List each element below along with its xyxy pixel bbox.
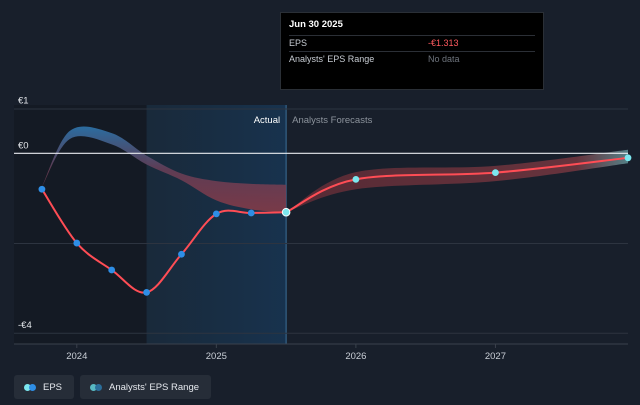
eps-forecast-line [285, 156, 629, 214]
chart-legend: EPS Analysts' EPS Range [14, 375, 212, 399]
legend-dot [90, 383, 98, 391]
x-tick-label: 2025 [206, 351, 227, 362]
forecast-point[interactable] [624, 154, 632, 162]
eps-point[interactable] [178, 250, 185, 258]
tooltip-date: Jun 30 2025 [289, 19, 343, 30]
eps-points [38, 154, 632, 296]
forecast-range-band [286, 149, 628, 213]
tooltip-range-label: Analysts' EPS Range [289, 54, 375, 64]
eps-point[interactable] [38, 185, 46, 193]
eps-point[interactable] [247, 209, 255, 217]
legend-dot [29, 383, 36, 391]
eps-point[interactable] [212, 210, 220, 218]
grid-lines [14, 108, 628, 345]
highlight-region [146, 105, 287, 344]
eps-point[interactable] [143, 289, 150, 296]
x-tick-label: 2026 [345, 351, 366, 362]
eps-range-band [41, 126, 287, 213]
forecast-region-label: Analysts Forecasts [292, 115, 372, 126]
hover-tooltip: Jun 30 2025 EPS -€1.313 Analysts' EPS Ra… [280, 12, 544, 90]
y-tick-label: -€4 [18, 320, 32, 331]
eps-point[interactable] [281, 207, 291, 217]
tooltip-eps-label: EPS [289, 38, 308, 48]
past-shade [14, 105, 147, 344]
x-tick-labels: 2024 2025 2026 2027 [66, 344, 506, 362]
legend-item-eps[interactable]: EPS [14, 375, 75, 399]
x-tick-label: 2024 [66, 351, 87, 362]
legend-dot [24, 383, 31, 391]
y-tick-label: €0 [18, 140, 29, 151]
legend-eps-label: EPS [43, 381, 63, 393]
tooltip-row-range: Analysts' EPS Range No data [289, 51, 535, 67]
tooltip-range-value: No data [428, 54, 460, 64]
forecast-point[interactable] [492, 169, 499, 177]
legend-range-dots-icon [90, 383, 103, 391]
y-tick-label: €1 [18, 95, 29, 106]
legend-dot [95, 383, 103, 391]
forecast-point[interactable] [352, 175, 360, 183]
eps-point[interactable] [73, 239, 81, 247]
actual-region-label: Actual [254, 115, 280, 126]
legend-eps-dots-icon [24, 383, 36, 391]
legend-item-eps-range[interactable]: Analysts' EPS Range [80, 375, 212, 399]
x-tick-label: 2027 [485, 351, 506, 362]
legend-range-label: Analysts' EPS Range [109, 381, 200, 393]
y-tick-labels: €1 €0 -€4 [18, 95, 32, 330]
eps-chart: €1 €0 -€4 2024 2025 2026 2027 Actual Analysts… [14, 95, 632, 362]
eps-point[interactable] [108, 266, 116, 274]
tooltip-row-eps: EPS -€1.313 [289, 35, 535, 51]
tooltip-eps-value: -€1.313 [428, 38, 459, 48]
